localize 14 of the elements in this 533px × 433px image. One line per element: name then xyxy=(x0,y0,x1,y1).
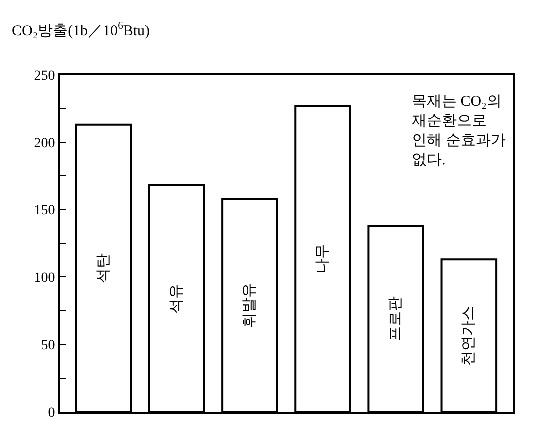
y-tick-label: 250 xyxy=(34,68,56,84)
x-tick-label: 천연가스 xyxy=(461,306,478,366)
x-tick-label: 석유 xyxy=(168,284,185,314)
y-tick-label: 150 xyxy=(34,204,56,219)
y-tick-label: 200 xyxy=(34,136,56,152)
y-tick-label: 0 xyxy=(48,406,56,421)
x-tick-label: 나무 xyxy=(315,244,332,274)
y-tick-label: 100 xyxy=(34,271,56,286)
annotation: 목재는 CO₂의 재순환으로 인해 순효과가 없다. xyxy=(412,94,506,168)
y-axis-title: CO₂방출(1b／10$^{6}$Btu) xyxy=(12,21,150,40)
x-tick-label: 프로판 xyxy=(388,296,404,342)
x-tick-label: 휘발유 xyxy=(242,283,258,328)
x-tick-label: 석탄 xyxy=(96,253,112,284)
y-tick-label: 50 xyxy=(41,338,56,354)
